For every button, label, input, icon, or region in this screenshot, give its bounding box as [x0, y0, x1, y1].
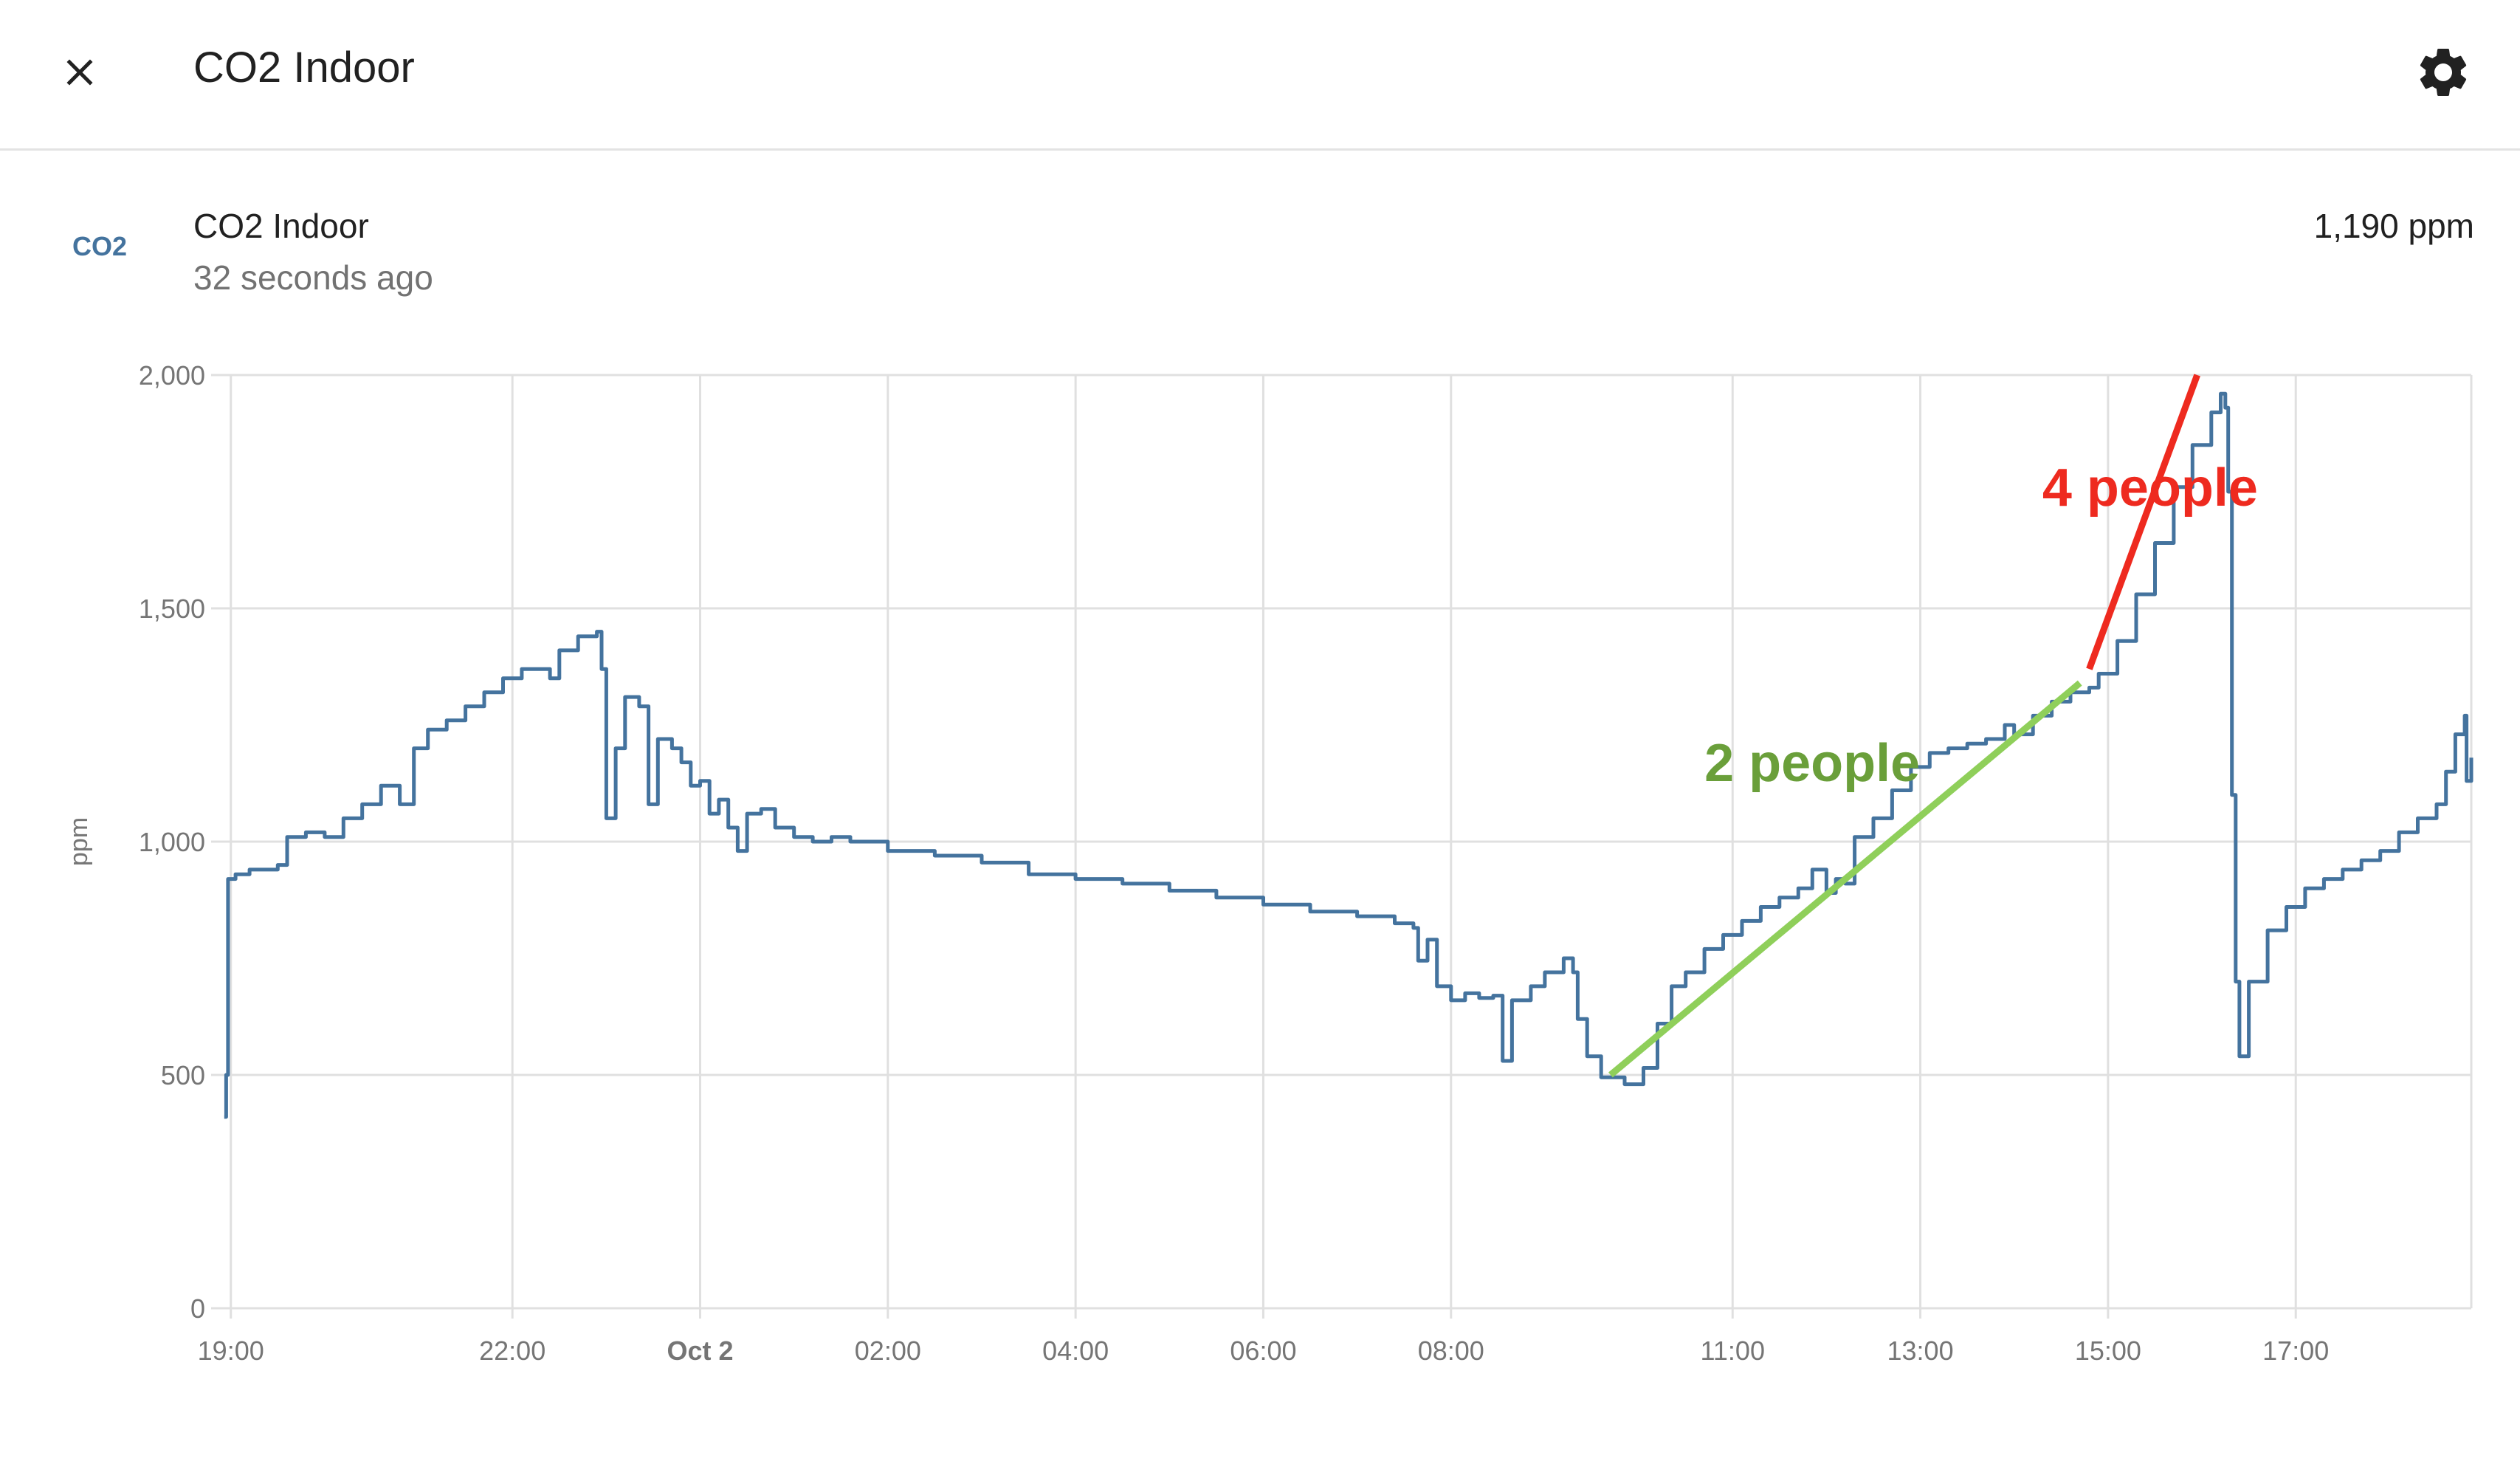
y-tick-label: 2,000 — [139, 360, 205, 391]
x-tick-label: 15:00 — [2075, 1336, 2141, 1366]
y-tick-label: 1,500 — [139, 594, 205, 624]
x-axis-ticks: 19:00 22:00 Oct 2 02:00 04:00 06:00 08:00 11:00… — [198, 1336, 2330, 1366]
chart-svg[interactable]: 0 500 1,000 1,500 2,000 19:00 22:00 Oct 2 02:00… — [0, 325, 2520, 1460]
entity-last-changed: 32 seconds ago — [193, 258, 433, 297]
x-tick-label: 08:00 — [1418, 1336, 1484, 1366]
x-tick-label: 17:00 — [2262, 1336, 2329, 1366]
dialog-header: CO2 Indoor — [0, 0, 2520, 151]
x-tick-label: 19:00 — [198, 1336, 264, 1366]
y-tick-label: 1,000 — [139, 827, 205, 857]
series-line-co2[interactable] — [224, 391, 2473, 1119]
molecule-co2-icon: CO2 — [72, 231, 127, 261]
entity-state: 1,190 ppm — [2313, 207, 2474, 245]
y-axis-label: ppm — [65, 817, 93, 866]
grid-layer — [211, 374, 2473, 1319]
y-axis-ticks: 0 500 1,000 1,500 2,000 — [139, 360, 205, 1324]
entity-row: CO2 CO2 Indoor 32 seconds ago 1,190 ppm — [0, 151, 2520, 320]
x-tick-label: 02:00 — [855, 1336, 921, 1366]
co2-icon-label: CO2 — [72, 231, 127, 261]
annotation-label-1: 2 people — [1704, 734, 1920, 793]
series-layer — [224, 391, 2473, 1119]
x-tick-label: 11:00 — [1701, 1336, 1765, 1366]
x-tick-label: 13:00 — [1887, 1336, 1954, 1366]
history-chart[interactable]: 0 500 1,000 1,500 2,000 19:00 22:00 Oct 2 02:00… — [0, 325, 2520, 1460]
x-tick-label: Oct 2 — [667, 1336, 733, 1366]
annotation-label-2: 4 people — [2042, 458, 2258, 518]
x-tick-label: 06:00 — [1230, 1336, 1296, 1366]
y-tick-label: 500 — [161, 1060, 205, 1090]
gear-icon — [2420, 48, 2467, 96]
annotation-line-1 — [1608, 680, 2082, 1078]
x-tick-label: 04:00 — [1042, 1336, 1109, 1366]
dialog-title: CO2 Indoor — [193, 44, 415, 92]
annotation-layer: 2 people 4 people — [1608, 374, 2258, 1078]
x-tick-label: 22:00 — [479, 1336, 545, 1366]
annotation-line-2 — [2086, 374, 2200, 670]
entity-name: CO2 Indoor — [193, 207, 369, 245]
close-icon — [66, 59, 93, 86]
y-tick-label: 0 — [190, 1293, 205, 1324]
close-button[interactable] — [43, 35, 117, 109]
settings-button[interactable] — [2403, 32, 2483, 112]
